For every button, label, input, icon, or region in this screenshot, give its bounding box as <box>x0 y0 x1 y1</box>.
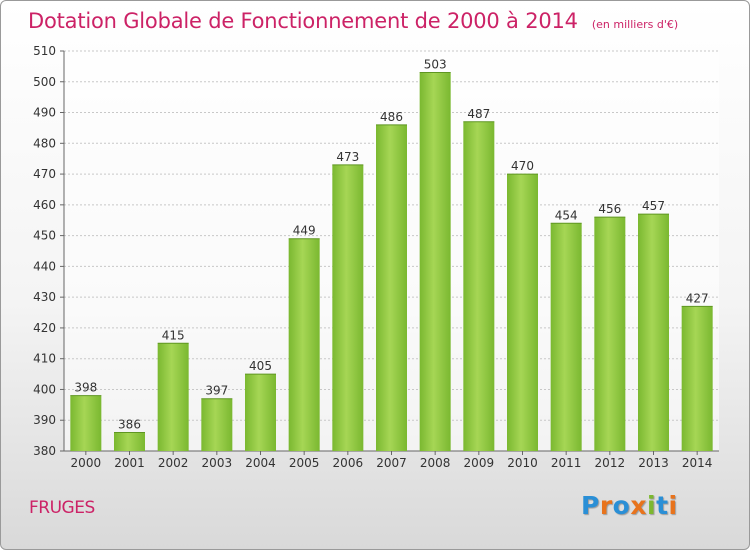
y-tick-label: 510 <box>33 44 56 58</box>
bar <box>157 343 189 451</box>
logo-letter: x <box>630 491 647 520</box>
y-tick-label: 500 <box>33 75 56 89</box>
data-label: 454 <box>555 208 578 222</box>
x-tick-label: 2002 <box>158 456 189 470</box>
y-tick-label: 440 <box>33 259 56 273</box>
x-tick-label: 2013 <box>638 456 669 470</box>
y-tick-label: 480 <box>33 136 56 150</box>
logo-letter: i <box>668 491 678 520</box>
bar <box>288 238 320 451</box>
chart-title-text: Dotation Globale de Fonctionnement de 20… <box>28 9 578 33</box>
x-tick-label: 2008 <box>420 456 451 470</box>
x-tick-label: 2007 <box>376 456 407 470</box>
x-tick-label: 2005 <box>289 456 320 470</box>
data-label: 398 <box>74 381 97 395</box>
bar <box>419 72 451 452</box>
y-tick-label: 390 <box>33 413 56 427</box>
proxiti-logo: Proxiti <box>581 491 678 520</box>
logo-letter: o <box>612 491 631 520</box>
x-tick-label: 2001 <box>114 456 145 470</box>
logo-letter: P <box>581 491 600 520</box>
bar <box>463 121 495 452</box>
x-tick-label: 2000 <box>71 456 102 470</box>
data-label: 449 <box>293 224 316 238</box>
data-label: 470 <box>511 159 534 173</box>
bar <box>70 395 102 451</box>
y-tick-label: 410 <box>33 352 56 366</box>
data-label: 473 <box>336 150 359 164</box>
y-tick-label: 430 <box>33 290 56 304</box>
x-tick-label: 2003 <box>202 456 233 470</box>
data-label: 427 <box>686 291 709 305</box>
bar <box>114 432 145 451</box>
logo-letter: i <box>647 491 657 520</box>
place-name: FRUGES <box>29 498 95 518</box>
logo-letter: t <box>656 491 669 520</box>
bar <box>638 214 669 451</box>
x-tick-label: 2012 <box>595 456 626 470</box>
y-tick-label: 490 <box>33 106 56 120</box>
bar <box>681 306 713 451</box>
y-tick-label: 460 <box>33 198 56 212</box>
x-tick-label: 2006 <box>333 456 364 470</box>
data-label: 415 <box>162 328 185 342</box>
y-tick-label: 380 <box>33 444 56 458</box>
x-tick-label: 2014 <box>682 456 713 470</box>
data-label: 386 <box>118 418 141 432</box>
data-label: 503 <box>424 58 447 72</box>
data-label: 397 <box>205 384 228 398</box>
x-tick-label: 2004 <box>245 456 276 470</box>
unit-note: (en milliers d'€) <box>591 18 679 31</box>
data-label: 405 <box>249 359 272 373</box>
bar <box>245 374 276 451</box>
y-tick-label: 400 <box>33 382 56 396</box>
bar <box>332 164 364 451</box>
bar <box>550 223 582 451</box>
chart-title: Dotation Globale de Fonctionnement de 20… <box>28 9 678 33</box>
data-label: 487 <box>467 107 490 121</box>
data-label: 486 <box>380 110 403 124</box>
y-tick-label: 470 <box>33 167 56 181</box>
bar <box>507 174 538 452</box>
bar <box>376 124 407 451</box>
data-label: 456 <box>598 202 621 216</box>
bar <box>201 398 233 451</box>
x-tick-label: 2011 <box>551 456 582 470</box>
y-tick-label: 450 <box>33 229 56 243</box>
data-label: 457 <box>642 199 665 213</box>
x-tick-label: 2009 <box>464 456 495 470</box>
bar <box>594 217 626 451</box>
y-tick-label: 420 <box>33 321 56 335</box>
x-tick-label: 2010 <box>507 456 538 470</box>
logo-letter: r <box>599 491 613 520</box>
